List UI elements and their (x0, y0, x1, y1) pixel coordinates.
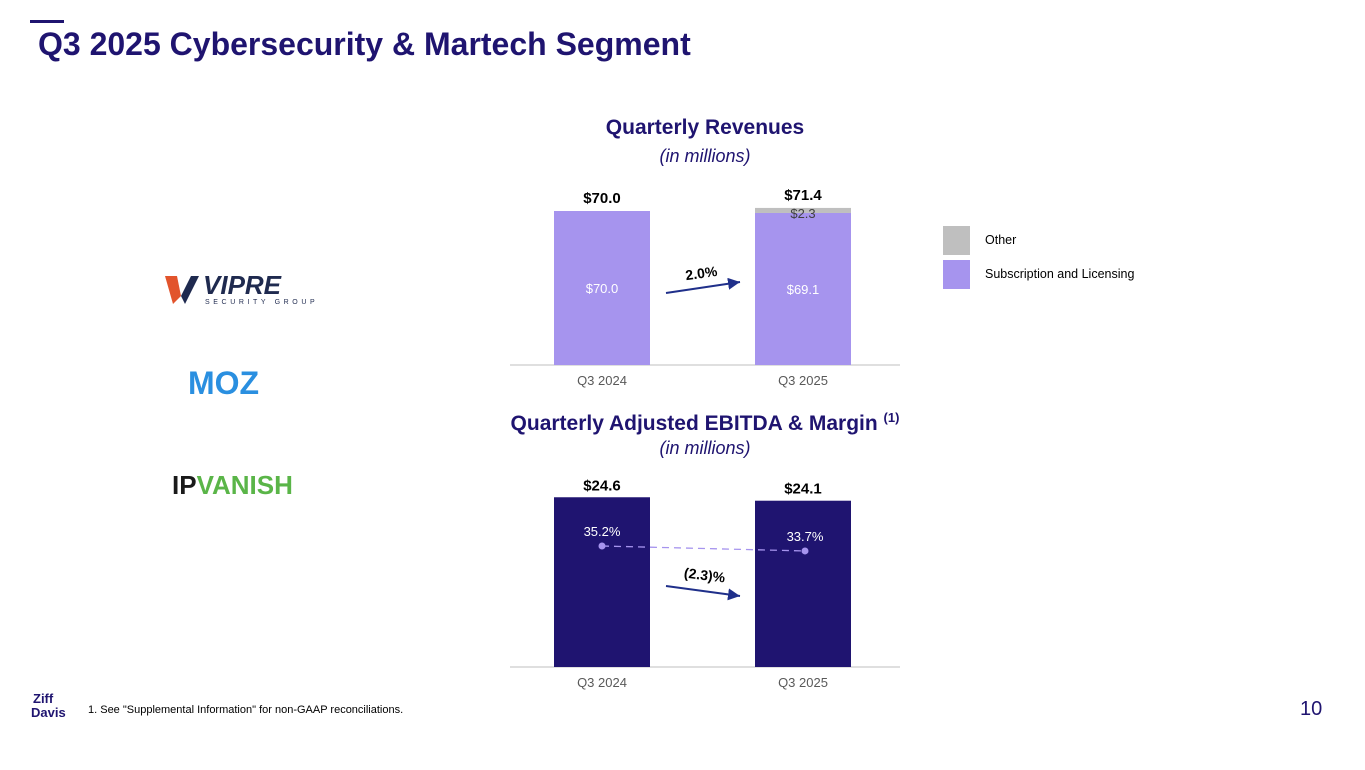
revenue-bar-subscription-2 (755, 212, 851, 365)
zd-logo-bottom: Davis (31, 705, 66, 720)
ebitda-chart-subtitle: (in millions) (659, 438, 751, 458)
moz-logo: MOZ (188, 368, 259, 398)
ebitda-change-arrow (665, 585, 741, 601)
vipre-logo: VIPRE SECURITY GROUP (165, 270, 318, 306)
vipre-tagline: SECURITY GROUP (205, 299, 318, 306)
ebitda-footnote-ref: (1) (883, 410, 900, 425)
revenue-growth-label: 2.0% (684, 263, 718, 283)
ebitda-chart-title: Quarterly Adjusted EBITDA & Margin (1) (510, 410, 900, 435)
ebitda-category-label-1: Q3 2024 (577, 675, 627, 690)
footnote: 1. See "Supplemental Information" for no… (88, 704, 404, 716)
legend-item-other: Other (943, 225, 1134, 255)
revenue-subscription-label-1: $70.0 (586, 281, 619, 296)
margin-point-1 (598, 542, 606, 550)
margin-label-2: 33.7% (787, 529, 824, 544)
moz-wordmark: MOZ (188, 368, 259, 398)
legend-item-subscription: Subscription and Licensing (943, 259, 1134, 289)
revenue-total-label-1: $70.0 (583, 190, 621, 207)
page-number: 10 (1300, 698, 1323, 720)
ipvanish-logo: IPVANISH (172, 470, 293, 498)
revenue-bar-other-2 (755, 207, 851, 213)
legend-label-other: Other (985, 233, 1017, 247)
title-accent-bar (30, 20, 64, 23)
margin-line (601, 545, 806, 552)
revenue-legend: Other Subscription and Licensing (943, 225, 1134, 293)
revenue-category-label-2: Q3 2025 (778, 373, 828, 388)
page-title: Q3 2025 Cybersecurity & Martech Segment (38, 26, 691, 62)
revenue-other-label-2: $2.3 (790, 206, 815, 221)
revenue-chart-subtitle: (in millions) (659, 146, 751, 166)
ipvanish-wordmark: IPVANISH (172, 470, 293, 498)
ziff-davis-logo: Ziff Davis (31, 691, 66, 720)
ebitda-value-label-2: $24.1 (784, 481, 822, 498)
revenue-subscription-label-2: $69.1 (787, 282, 820, 297)
vipre-mark-navy-icon (181, 276, 199, 304)
zd-logo-top: Ziff (33, 691, 54, 706)
ebitda-change-label: (2.3)% (683, 565, 726, 586)
revenue-bar-subscription-1 (554, 211, 650, 365)
legend-swatch-other (943, 225, 970, 255)
margin-label-1: 35.2% (584, 524, 621, 539)
ebitda-bar-1 (554, 497, 650, 667)
margin-point-2 (801, 547, 809, 555)
legend-label-subscription: Subscription and Licensing (985, 267, 1135, 281)
vipre-wordmark: VIPRE (203, 270, 282, 300)
revenue-category-label-1: Q3 2024 (577, 373, 627, 388)
revenue-growth-arrow (665, 277, 741, 294)
ebitda-category-label-2: Q3 2025 (778, 675, 828, 690)
vipre-mark-orange-icon (165, 276, 181, 304)
revenue-chart-title: Quarterly Revenues (605, 116, 805, 139)
revenue-total-label-2: $71.4 (784, 187, 822, 204)
legend-swatch-subscription (943, 259, 970, 289)
ebitda-bar-2 (755, 500, 851, 667)
ebitda-value-label-1: $24.6 (583, 477, 621, 494)
